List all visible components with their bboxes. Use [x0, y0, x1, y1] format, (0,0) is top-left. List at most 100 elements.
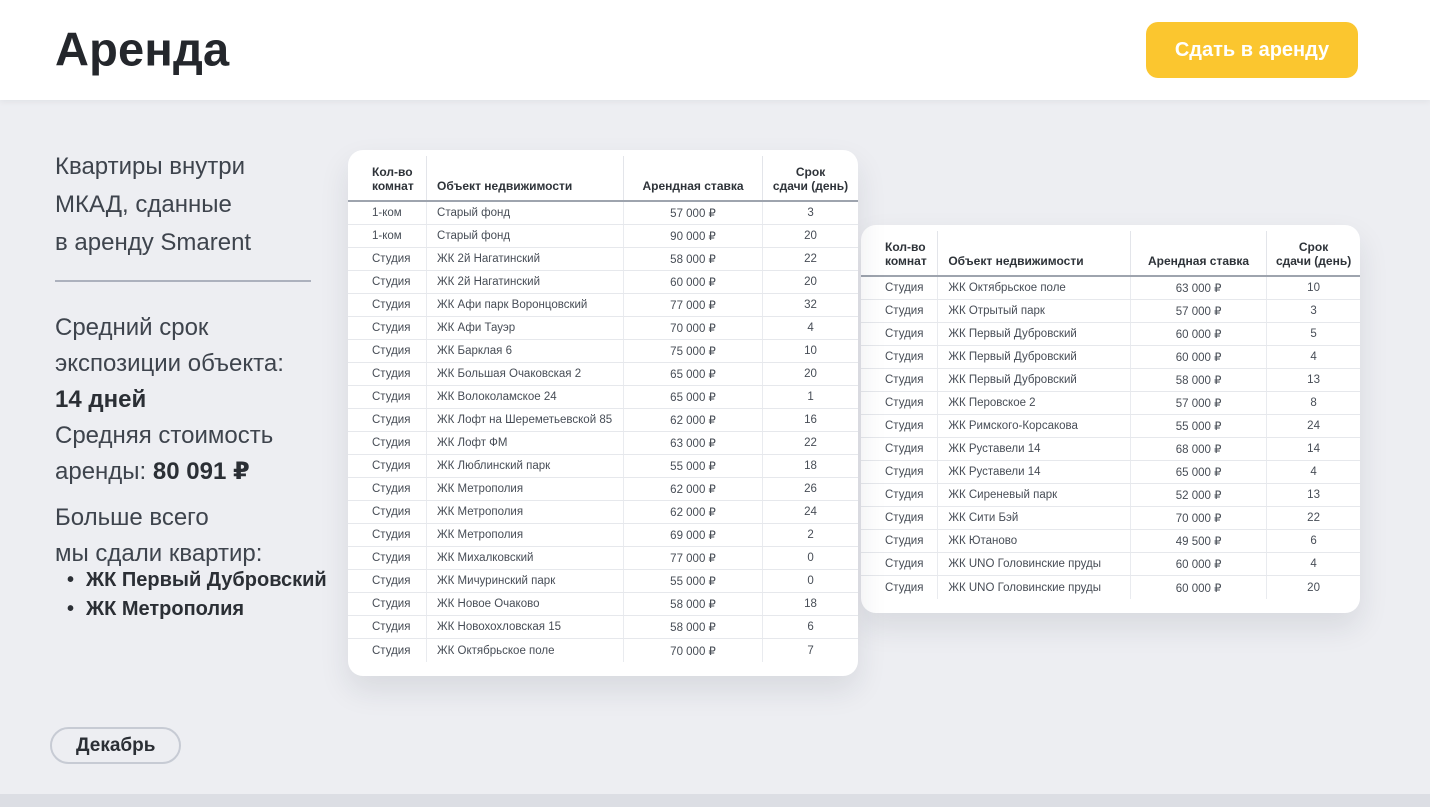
table-row: Студия ЖК Ютаново 49 500 ₽ 6	[861, 530, 1360, 553]
column-header-term: Срок сдачи (день)	[1275, 240, 1352, 268]
most-rented-item: ЖК Первый Дубровский	[67, 566, 327, 595]
table-cell: 62 000 ₽	[624, 478, 764, 500]
table-cell: 3	[1310, 305, 1317, 317]
table-cell: ЖК Октябрьское поле	[427, 639, 624, 662]
table-cell: Студия	[861, 346, 939, 368]
stat-price-label: Средняя стоимость аренды:	[55, 422, 274, 485]
table-cell: 20	[804, 276, 817, 288]
table-body: Студия ЖК Октябрьское поле 63 000 ₽10 Студи…	[861, 277, 1360, 599]
table-cell: 2	[807, 529, 814, 541]
table-cell: 1	[807, 391, 814, 403]
table-cell: 55 000 ₽	[1131, 415, 1268, 437]
table-cell: 58 000 ₽	[1131, 369, 1268, 391]
table-cell: Студия	[861, 507, 939, 529]
table-cell: 18	[804, 460, 817, 472]
month-filter-button[interactable]: Декабрь	[50, 727, 182, 764]
table-cell: 5	[1310, 328, 1317, 340]
table-cell: Студия	[861, 392, 939, 414]
column-header-rooms: Кол-во комнат	[861, 231, 939, 275]
table-cell: 3	[807, 207, 814, 219]
table-cell: ЖК Руставели 14	[938, 461, 1131, 483]
table-header-row: Кол-во комнат Объект недвижимости Арендн…	[348, 156, 858, 202]
table-cell: 77 000 ₽	[624, 547, 764, 569]
table-cell: 57 000 ₽	[624, 202, 764, 224]
table-cell: 0	[807, 552, 814, 564]
table-cell: Студия	[861, 576, 939, 599]
rent-out-button[interactable]: Сдать в аренду	[1146, 22, 1358, 78]
table-cell: 20	[804, 368, 817, 380]
table-cell: 1-ком	[348, 225, 428, 247]
table-cell: 75 000 ₽	[624, 340, 764, 362]
table-cell: Старый фонд	[427, 202, 624, 224]
footer-strip	[0, 794, 1430, 807]
table-cell: Студия	[861, 553, 939, 575]
table-cell: 4	[1310, 351, 1317, 363]
table-row: Студия ЖК 2й Нагатинский 60 000 ₽ 20	[348, 271, 858, 294]
table-cell: 20	[804, 230, 817, 242]
table-cell: 18	[804, 598, 817, 610]
table-cell: Студия	[861, 530, 939, 552]
table-cell: Студия	[348, 524, 428, 546]
table-row: Студия ЖК 2й Нагатинский 58 000 ₽ 22	[348, 248, 858, 271]
table-cell: Студия	[348, 340, 428, 362]
table-cell: 52 000 ₽	[1131, 484, 1268, 506]
table-cell: 65 000 ₽	[1131, 461, 1268, 483]
table-cell: Студия	[348, 455, 428, 477]
table-cell: ЖК Метрополия	[427, 501, 624, 523]
table-cell: Студия	[861, 438, 939, 460]
table-cell: ЖК Мичуринский парк	[427, 570, 624, 592]
table-cell: 22	[804, 253, 817, 265]
table-cell: 63 000 ₽	[624, 432, 764, 454]
table-cell: ЖК Сиреневый парк	[938, 484, 1131, 506]
table-cell: 58 000 ₽	[624, 593, 764, 615]
table-row: Студия ЖК Римского-Корсакова 55 000 ₽ 24	[861, 415, 1360, 438]
table-cell: 4	[1310, 466, 1317, 478]
table-cell: Студия	[348, 501, 428, 523]
table-cell: Студия	[348, 478, 428, 500]
table-cell: 62 000 ₽	[624, 409, 764, 431]
table-cell: Студия	[861, 369, 939, 391]
table-cell: 58 000 ₽	[624, 248, 764, 270]
table-cell: 22	[1307, 512, 1320, 524]
table-cell: 4	[807, 322, 814, 334]
table-row: Студия ЖК Сити Бэй 70 000 ₽ 22	[861, 507, 1360, 530]
intro-text: Квартиры внутри МКАД, сданные в аренду S…	[55, 153, 252, 256]
table-cell: ЖК UNO Головинские пруды	[938, 553, 1131, 575]
table-cell: 55 000 ₽	[624, 455, 764, 477]
table-cell: Студия	[861, 300, 939, 322]
table-cell: ЖК Перовское 2	[938, 392, 1131, 414]
table-cell: 90 000 ₽	[624, 225, 764, 247]
table-cell: Студия	[348, 386, 428, 408]
table-cell: ЖК Новохохловская 15	[427, 616, 624, 638]
table-cell: 0	[807, 575, 814, 587]
table-cell: 63 000 ₽	[1131, 277, 1268, 299]
table-cell: Студия	[348, 639, 428, 662]
table-cell: Студия	[348, 317, 428, 339]
table-row: 1-ком Старый фонд 57 000 ₽ 3	[348, 202, 858, 225]
table-cell: 70 000 ₽	[624, 639, 764, 662]
stat-price: Средняя стоимость аренды: 80 091 ₽	[55, 418, 273, 490]
rent-table-card-1: Кол-во комнат Объект недвижимости Арендн…	[348, 150, 858, 676]
most-rented-item: ЖК Метрополия	[67, 595, 327, 624]
table-cell: 60 000 ₽	[624, 271, 764, 293]
table-cell: ЖК Большая Очаковская 2	[427, 363, 624, 385]
table-cell: 10	[804, 345, 817, 357]
table-cell: ЖК UNO Головинские пруды	[938, 576, 1131, 599]
table-cell: 62 000 ₽	[624, 501, 764, 523]
table-cell: 16	[804, 414, 817, 426]
table-cell: ЖК Михалковский	[427, 547, 624, 569]
table-row: Студия ЖК UNO Головинские пруды 60 000 ₽ 20	[861, 576, 1360, 599]
table-cell: ЖК Руставели 14	[938, 438, 1131, 460]
rent-table-card-2: Кол-во комнат Объект недвижимости Арендн…	[861, 225, 1360, 613]
stat-exposure-label: Средний срок экспозиции объекта:	[55, 314, 284, 377]
table-cell: 55 000 ₽	[624, 570, 764, 592]
table-cell: ЖК Метрополия	[427, 478, 624, 500]
table-cell: Студия	[348, 593, 428, 615]
table-cell: 60 000 ₽	[1131, 346, 1268, 368]
table-row: Студия ЖК UNO Головинские пруды 60 000 ₽ 4	[861, 553, 1360, 576]
table-cell: 10	[1307, 282, 1320, 294]
table-cell: 70 000 ₽	[1131, 507, 1268, 529]
table-cell: 24	[1307, 420, 1320, 432]
table-row: Студия ЖК Руставели 14 68 000 ₽ 14	[861, 438, 1360, 461]
